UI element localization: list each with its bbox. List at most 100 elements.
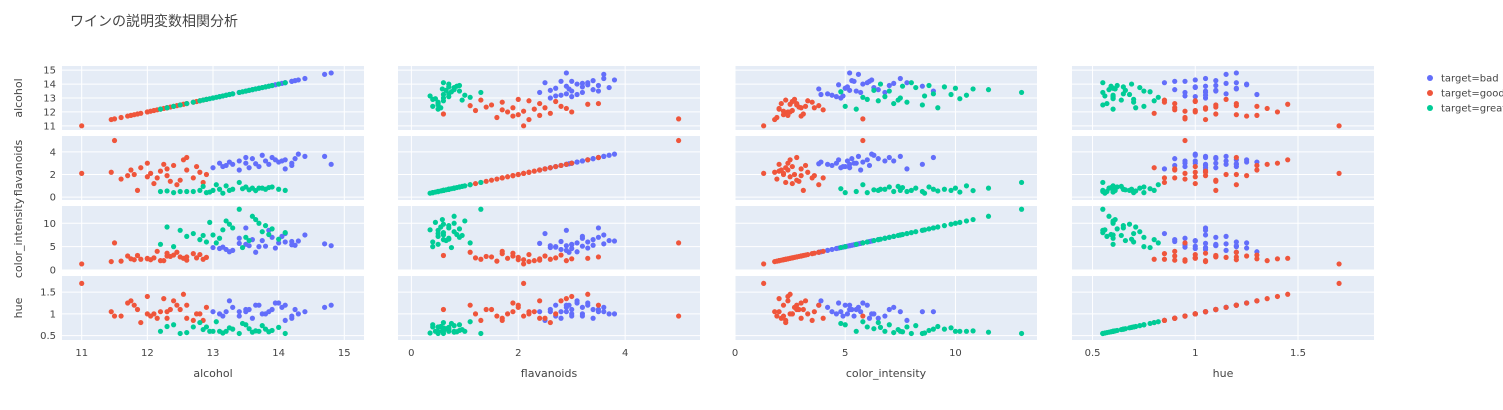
data-point[interactable] xyxy=(816,249,822,255)
data-point[interactable] xyxy=(930,186,936,192)
data-point[interactable] xyxy=(148,108,154,114)
data-point[interactable] xyxy=(805,311,811,317)
data-point[interactable] xyxy=(1192,237,1198,244)
data-point[interactable] xyxy=(164,188,170,194)
data-point[interactable] xyxy=(904,80,910,86)
data-point[interactable] xyxy=(1147,244,1153,251)
data-point[interactable] xyxy=(904,230,910,237)
data-point[interactable] xyxy=(128,298,134,304)
data-point[interactable] xyxy=(200,97,206,103)
data-point[interactable] xyxy=(446,94,452,100)
data-point[interactable] xyxy=(190,99,196,105)
data-point[interactable] xyxy=(1100,206,1106,212)
data-point[interactable] xyxy=(780,313,787,319)
data-point[interactable] xyxy=(785,167,791,173)
data-point[interactable] xyxy=(220,330,226,336)
data-point[interactable] xyxy=(676,313,682,319)
data-point[interactable] xyxy=(1244,157,1250,163)
data-point[interactable] xyxy=(585,245,591,251)
data-point[interactable] xyxy=(1336,280,1342,287)
data-point[interactable] xyxy=(1106,213,1112,219)
data-point[interactable] xyxy=(855,153,862,159)
data-point[interactable] xyxy=(184,233,190,239)
data-point[interactable] xyxy=(853,106,859,112)
data-point[interactable] xyxy=(108,116,114,123)
data-point[interactable] xyxy=(210,165,216,171)
data-point[interactable] xyxy=(595,234,602,240)
data-point[interactable] xyxy=(847,87,853,93)
data-point[interactable] xyxy=(860,300,866,306)
data-point[interactable] xyxy=(253,187,259,194)
data-point[interactable] xyxy=(432,328,439,334)
data-point[interactable] xyxy=(590,315,596,321)
data-point[interactable] xyxy=(930,91,936,97)
data-point[interactable] xyxy=(809,317,815,324)
legend[interactable]: target=bad target=good target=great xyxy=(1427,74,1503,115)
data-point[interactable] xyxy=(860,137,866,144)
data-point[interactable] xyxy=(1233,70,1239,76)
data-point[interactable] xyxy=(467,94,473,100)
data-point[interactable] xyxy=(526,309,532,315)
data-point[interactable] xyxy=(908,330,914,337)
data-point[interactable] xyxy=(882,94,888,100)
data-point[interactable] xyxy=(1202,225,1209,231)
data-point[interactable] xyxy=(1128,324,1135,330)
data-point[interactable] xyxy=(230,304,236,310)
data-point[interactable] xyxy=(1155,319,1161,325)
data-point[interactable] xyxy=(220,163,226,170)
data-point[interactable] xyxy=(840,93,846,99)
data-point[interactable] xyxy=(289,315,295,321)
data-point[interactable] xyxy=(236,158,242,164)
data-point[interactable] xyxy=(558,92,564,98)
data-point[interactable] xyxy=(833,94,840,100)
data-point[interactable] xyxy=(440,306,447,313)
data-point[interactable] xyxy=(1147,186,1153,192)
data-point[interactable] xyxy=(276,236,282,242)
data-point[interactable] xyxy=(292,156,298,162)
data-point[interactable] xyxy=(454,83,460,89)
data-point[interactable] xyxy=(302,153,308,159)
data-point[interactable] xyxy=(537,112,543,118)
data-point[interactable] xyxy=(478,330,484,337)
data-point[interactable] xyxy=(1274,160,1281,166)
data-point[interactable] xyxy=(1202,116,1209,123)
data-point[interactable] xyxy=(611,311,618,317)
data-point[interactable] xyxy=(840,163,846,170)
data-point[interactable] xyxy=(467,182,473,188)
data-point[interactable] xyxy=(789,255,795,261)
data-point[interactable] xyxy=(1233,100,1239,107)
data-point[interactable] xyxy=(197,187,203,193)
data-point[interactable] xyxy=(1133,188,1139,194)
data-point[interactable] xyxy=(1161,251,1168,257)
data-point[interactable] xyxy=(432,189,439,195)
data-point[interactable] xyxy=(537,298,543,304)
data-point[interactable] xyxy=(820,248,826,254)
data-point[interactable] xyxy=(1192,180,1198,187)
data-point[interactable] xyxy=(223,183,229,189)
data-point[interactable] xyxy=(1161,179,1168,186)
data-point[interactable] xyxy=(579,158,586,164)
data-point[interactable] xyxy=(521,108,527,114)
data-point[interactable] xyxy=(547,165,553,171)
data-point[interactable] xyxy=(558,238,564,245)
data-point[interactable] xyxy=(239,89,246,95)
data-point[interactable] xyxy=(1182,137,1188,144)
data-point[interactable] xyxy=(1112,86,1118,92)
data-point[interactable] xyxy=(134,252,141,259)
data-point[interactable] xyxy=(266,231,272,238)
data-point[interactable] xyxy=(913,229,919,235)
data-point[interactable] xyxy=(1233,182,1239,188)
data-point[interactable] xyxy=(547,256,553,262)
data-point[interactable] xyxy=(886,322,892,328)
data-point[interactable] xyxy=(963,183,970,189)
data-point[interactable] xyxy=(154,315,160,321)
data-point[interactable] xyxy=(216,186,223,192)
data-point[interactable] xyxy=(794,254,800,260)
data-point[interactable] xyxy=(521,123,527,129)
data-point[interactable] xyxy=(435,241,441,247)
data-point[interactable] xyxy=(842,190,848,196)
data-point[interactable] xyxy=(79,123,85,129)
data-point[interactable] xyxy=(239,186,246,192)
data-point[interactable] xyxy=(585,157,591,163)
data-point[interactable] xyxy=(459,97,465,103)
